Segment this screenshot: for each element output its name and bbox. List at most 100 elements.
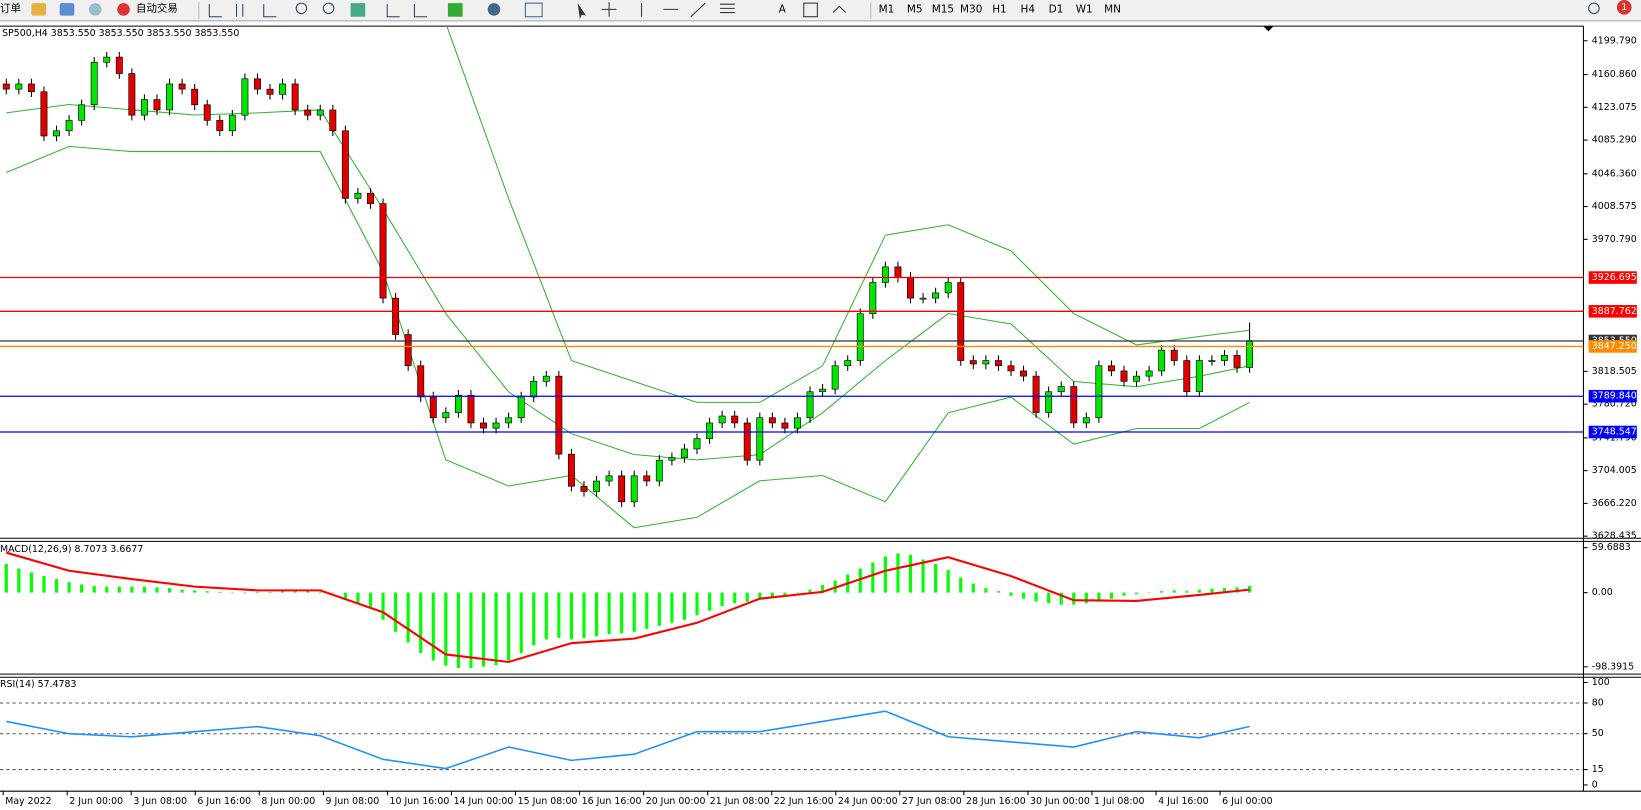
indicator-icon[interactable] [447,3,463,17]
candle-body [844,360,852,367]
y-tick-label: 3704.005 [1592,465,1637,476]
timeframe-button[interactable]: M5 [907,3,923,15]
candle-body [643,475,651,482]
candle-body [178,83,186,90]
y-tick-label: 80 [1592,697,1604,708]
toolbar-bg [0,0,1641,21]
candle-body [90,61,98,106]
arrow-tool[interactable] [832,5,846,13]
macd-bar [808,589,812,593]
macd-bar [1122,592,1126,596]
macd-bar [984,588,988,593]
timeframe-button[interactable]: H1 [992,3,1007,15]
zoom-out[interactable] [322,2,335,15]
candle-body [1133,375,1141,382]
chart-type-icons[interactable] [208,4,277,18]
candle-body [1246,340,1254,368]
timeframe-button[interactable]: H4 [1020,3,1035,15]
candle-body [756,417,764,461]
candle-body [291,83,299,111]
candle-body [881,266,889,283]
y-tick-label: 3666.220 [1592,498,1637,509]
auto-trade-button[interactable]: 自动交易 [136,1,178,14]
macd-bar [394,592,398,632]
candle-body [856,313,864,361]
scroll-icons[interactable] [386,4,427,18]
candle-body [253,78,261,90]
search-icon[interactable] [1588,2,1600,15]
candle-body [166,83,173,111]
text-tool[interactable]: A [779,3,787,15]
template-icon[interactable] [524,2,543,18]
price-level-label: 3789.840 [1592,391,1637,402]
candle-body [655,459,663,482]
timeframe-button[interactable]: M1 [879,3,895,15]
candle-body [1107,365,1115,372]
candle-body [153,99,161,111]
y-tick-label: 0 [1592,779,1598,790]
candle-body [743,422,751,461]
macd-bar [1134,592,1139,595]
macd-bar [67,582,71,593]
macd-bar [607,592,611,635]
macd-bar [795,592,800,594]
candle-body [630,475,638,503]
zoom-in[interactable] [295,2,308,15]
macd-bar [80,584,84,593]
chart-title: SP500,H4 3853.550 3853.550 3853.550 3853… [2,28,239,39]
macd-bar [1210,588,1214,593]
timeframe-button[interactable]: D1 [1049,3,1064,15]
order-button[interactable]: 订单 [0,2,21,14]
macd-bar [142,586,146,593]
drawing-tools[interactable] [601,2,735,18]
macd-bar [117,586,121,593]
timeframe-button[interactable]: W1 [1076,3,1093,15]
period-icon[interactable] [487,3,501,16]
candle-body [379,203,387,299]
macd-bar [419,592,423,653]
candle-body [442,412,450,419]
macd-bar [1097,592,1101,602]
candle-body [555,375,563,455]
timeframe-button[interactable]: MN [1104,3,1121,15]
timeframe-button[interactable]: M15 [932,3,954,15]
x-tick-label: 27 Jun 08:00 [902,796,962,807]
macd-bar [959,577,963,593]
candle-body [982,360,990,365]
candle-body [706,422,714,439]
macd-bar [193,590,197,593]
macd-bar [670,592,674,623]
macd-bar [155,587,159,593]
candle-body [517,396,525,419]
candle-body [216,120,224,132]
candle-body [1082,417,1090,424]
macd-bar [218,591,222,593]
macd-bar [205,591,209,593]
candle-body [191,88,199,106]
auto-trade-icon[interactable] [117,3,130,16]
notification-badge[interactable] [1616,0,1632,15]
x-tick-label: 2 Jun 00:00 [69,796,123,807]
icon[interactable] [59,3,75,16]
cursor-tool[interactable] [577,3,587,19]
icon[interactable] [31,3,47,16]
candle-body [1057,386,1065,393]
macd-bar [532,592,536,646]
candle-body [1020,370,1027,377]
timeframe-button[interactable]: M30 [960,3,982,15]
x-tick-label: 21 Jun 08:00 [710,796,770,807]
icon[interactable] [88,3,102,16]
tile-icon[interactable] [350,3,366,17]
x-tick-label: 6 Jul 00:00 [1222,796,1272,807]
y-tick-label: 15 [1592,764,1604,775]
label-tool[interactable] [803,2,818,18]
macd-bar [1185,591,1189,593]
macd-bar [745,592,749,602]
macd-bar [42,576,46,593]
candle-body [140,99,148,116]
macd-bar [695,592,699,616]
macd-bar [908,554,913,593]
macd-bar [569,592,573,640]
macd-bar [1021,592,1026,599]
